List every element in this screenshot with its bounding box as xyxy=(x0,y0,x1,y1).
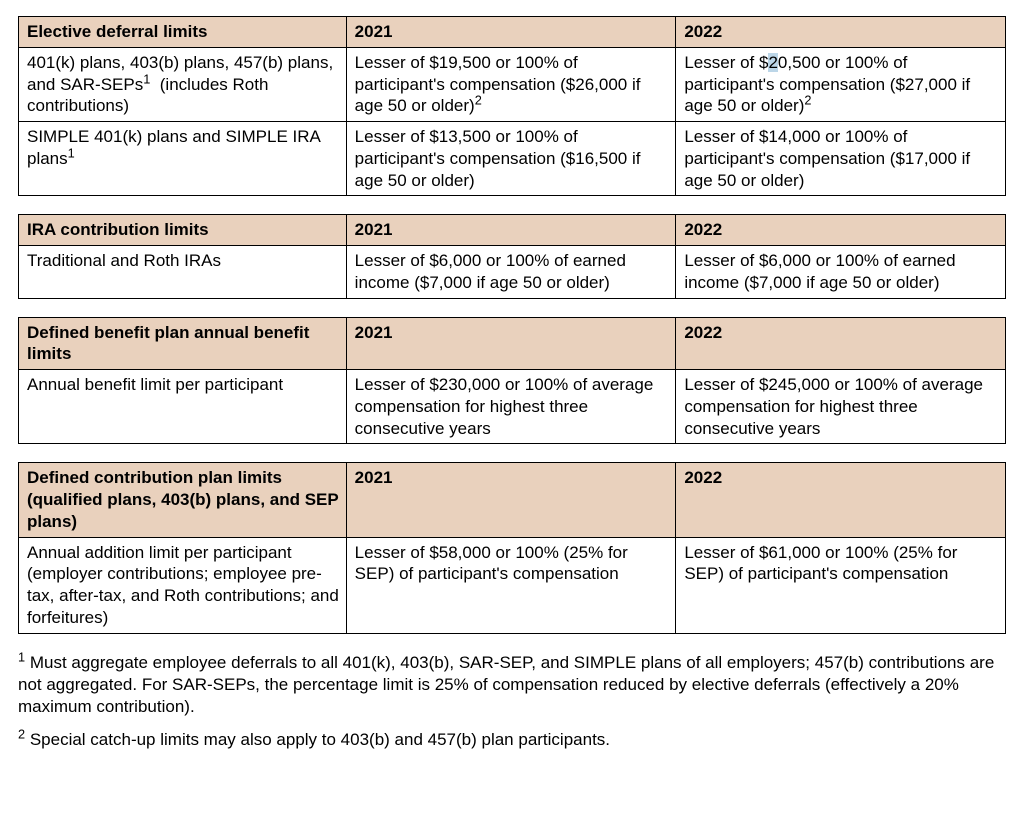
table-row: SIMPLE 401(k) plans and SIMPLE IRA plans… xyxy=(19,122,1006,196)
row-label-cell: Annual addition limit per participant (e… xyxy=(19,537,347,633)
value-cell: Lesser of $14,000 or 100% of participant… xyxy=(676,122,1006,196)
limits-table: Defined benefit plan annual benefit limi… xyxy=(18,317,1006,445)
footnote-1: 1 Must aggregate employee deferrals to a… xyxy=(18,652,1006,719)
limits-table: Defined contribution plan limits (qualif… xyxy=(18,462,1006,633)
value-cell: Lesser of $20,500 or 100% of participant… xyxy=(676,47,1006,121)
table-title-cell: Defined contribution plan limits (qualif… xyxy=(19,463,347,537)
table-title-cell: Elective deferral limits xyxy=(19,17,347,48)
value-cell: Lesser of $58,000 or 100% (25% for SEP) … xyxy=(346,537,676,633)
footnotes: 1 Must aggregate employee deferrals to a… xyxy=(18,652,1006,752)
value-cell: Lesser of $19,500 or 100% of participant… xyxy=(346,47,676,121)
year-header: 2021 xyxy=(346,17,676,48)
table-row: Annual benefit limit per participantLess… xyxy=(19,370,1006,444)
year-header: 2022 xyxy=(676,463,1006,537)
footnote-1-text: Must aggregate employee deferrals to all… xyxy=(18,653,994,717)
table-title-cell: Defined benefit plan annual benefit limi… xyxy=(19,317,347,370)
value-cell: Lesser of $230,000 or 100% of average co… xyxy=(346,370,676,444)
value-cell: Lesser of $6,000 or 100% of earned incom… xyxy=(676,246,1006,299)
table-row: Annual addition limit per participant (e… xyxy=(19,537,1006,633)
value-cell: Lesser of $6,000 or 100% of earned incom… xyxy=(346,246,676,299)
limits-table: IRA contribution limits20212022Tradition… xyxy=(18,214,1006,298)
value-cell: Lesser of $13,500 or 100% of participant… xyxy=(346,122,676,196)
year-header: 2021 xyxy=(346,215,676,246)
row-label-cell: 401(k) plans, 403(b) plans, 457(b) plans… xyxy=(19,47,347,121)
year-header: 2021 xyxy=(346,463,676,537)
row-label-cell: SIMPLE 401(k) plans and SIMPLE IRA plans… xyxy=(19,122,347,196)
value-cell: Lesser of $245,000 or 100% of average co… xyxy=(676,370,1006,444)
year-header: 2021 xyxy=(346,317,676,370)
row-label-cell: Traditional and Roth IRAs xyxy=(19,246,347,299)
year-header: 2022 xyxy=(676,317,1006,370)
footnote-2: 2 Special catch-up limits may also apply… xyxy=(18,729,1006,751)
value-cell: Lesser of $61,000 or 100% (25% for SEP) … xyxy=(676,537,1006,633)
row-label-cell: Annual benefit limit per participant xyxy=(19,370,347,444)
tables-container: Elective deferral limits20212022401(k) p… xyxy=(18,16,1006,634)
footnote-2-text: Special catch-up limits may also apply t… xyxy=(30,730,610,749)
year-header: 2022 xyxy=(676,215,1006,246)
table-title-cell: IRA contribution limits xyxy=(19,215,347,246)
year-header: 2022 xyxy=(676,17,1006,48)
table-row: 401(k) plans, 403(b) plans, 457(b) plans… xyxy=(19,47,1006,121)
table-row: Traditional and Roth IRAsLesser of $6,00… xyxy=(19,246,1006,299)
limits-table: Elective deferral limits20212022 401(k) p… xyxy=(18,16,1006,196)
